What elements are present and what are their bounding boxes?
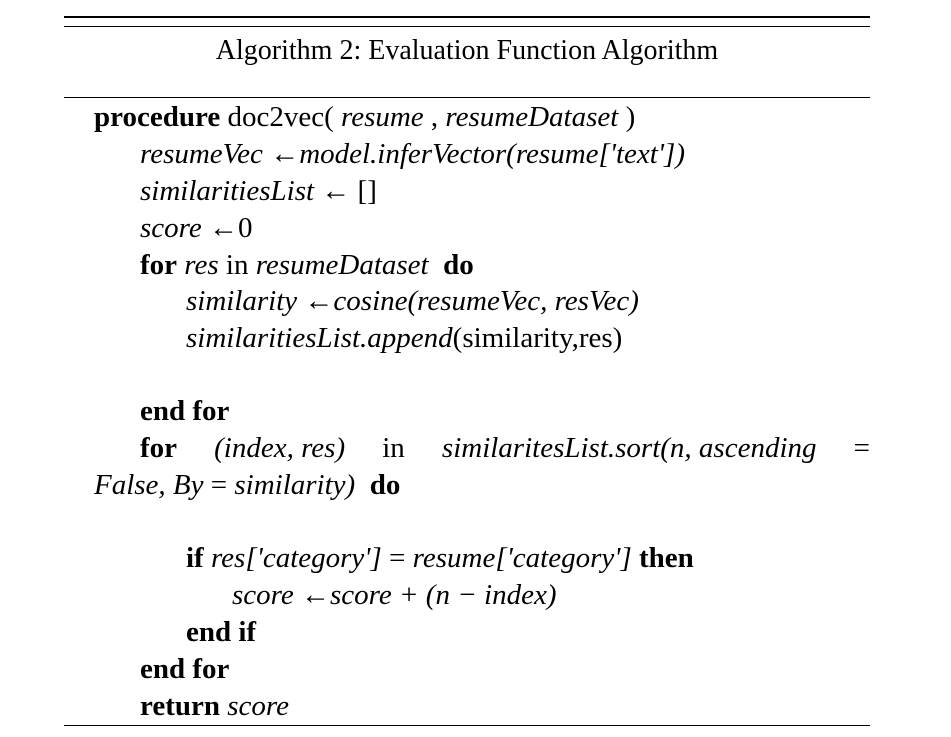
expression: model.inferVector(resume['text']) — [299, 138, 685, 170]
for-sorted-line: for (index, res) in similaritesList.sort… — [140, 430, 870, 466]
expression: res['category'] — [210, 542, 382, 574]
keyword: end for — [140, 653, 230, 685]
for-sorted-continuation-line: False, By = similarity) do — [94, 467, 400, 503]
keyword: then — [639, 542, 694, 574]
keyword: procedure — [94, 101, 221, 133]
expression: score + (n − index) — [330, 579, 557, 611]
bottom-rule — [64, 725, 870, 726]
return-line: return score — [140, 688, 289, 724]
update-score-line: score ←score + (n − index) — [232, 577, 557, 613]
variable: similarity — [186, 285, 298, 317]
argument: resume — [340, 101, 424, 133]
procedure-name: doc2vec( — [220, 101, 341, 133]
equals-symbol: = — [203, 469, 235, 501]
close-paren: ) — [618, 101, 636, 133]
keyword: do — [369, 469, 401, 501]
title-rule — [64, 97, 870, 98]
assign-similaritieslist-line: similaritiesList ← [] — [140, 173, 377, 209]
assign-resumevec-line: resumeVec ←model.inferVector(resume['tex… — [140, 136, 685, 172]
keyword: end if — [186, 616, 257, 648]
variable: score — [232, 579, 294, 611]
for-loop-line: for res in resumeDataset do — [140, 247, 474, 283]
assign-score-line: score ←0 — [140, 210, 253, 246]
keyword: return — [140, 690, 221, 722]
algorithm-title: Algorithm 2: Evaluation Function Algorit… — [215, 35, 719, 66]
variable: score — [140, 212, 202, 244]
keyword: if — [186, 542, 204, 574]
arrow-symbol: ← — [297, 285, 334, 317]
in-keyword: in — [382, 432, 405, 464]
expression: similarity) — [234, 469, 356, 501]
variable: resumeVec — [140, 138, 263, 170]
value: [] — [357, 175, 377, 207]
top-rule-thin — [64, 26, 870, 27]
dataset-variable: resumeDataset — [255, 249, 429, 281]
top-rule-thick — [64, 16, 870, 18]
separator: , — [423, 101, 446, 133]
keyword: do — [443, 249, 474, 281]
arrow-symbol: ← — [314, 175, 358, 207]
equals-symbol: = — [853, 432, 870, 464]
expression: resume['category'] — [412, 542, 632, 574]
arrow-symbol: ← — [201, 212, 238, 244]
procedure-line: procedure doc2vec( resume , resumeDatase… — [94, 99, 635, 135]
value: 0 — [238, 212, 253, 244]
argument: resumeDataset — [445, 101, 619, 133]
variable: res — [184, 249, 219, 281]
arrow-symbol: ← — [293, 579, 330, 611]
keyword: for — [140, 249, 178, 281]
append-line: similaritiesList.append(similarity,res) — [186, 320, 622, 356]
arrow-symbol: ← — [262, 138, 300, 170]
if-line: if res['category'] = resume['category'] … — [186, 540, 694, 576]
variable: score — [227, 690, 290, 722]
expression: cosine(resumeVec, resVec) — [333, 285, 639, 317]
keyword: for — [140, 432, 178, 464]
expression: similaritesList.sort(n, ascending — [441, 432, 817, 464]
keyword: end for — [140, 395, 230, 427]
in-keyword: in — [218, 249, 256, 281]
expression: False, By — [94, 469, 204, 501]
expression: similaritiesList.append — [186, 322, 453, 354]
end-for-line: end for — [140, 651, 229, 687]
tuple: (index, res) — [214, 432, 346, 464]
arguments: (similarity,res) — [452, 322, 623, 354]
equals-symbol: = — [381, 542, 413, 574]
end-for-line: end for — [140, 393, 229, 429]
end-if-line: end if — [186, 614, 256, 650]
variable: similaritiesList — [140, 175, 315, 207]
assign-similarity-line: similarity ←cosine(resumeVec, resVec) — [186, 283, 639, 319]
